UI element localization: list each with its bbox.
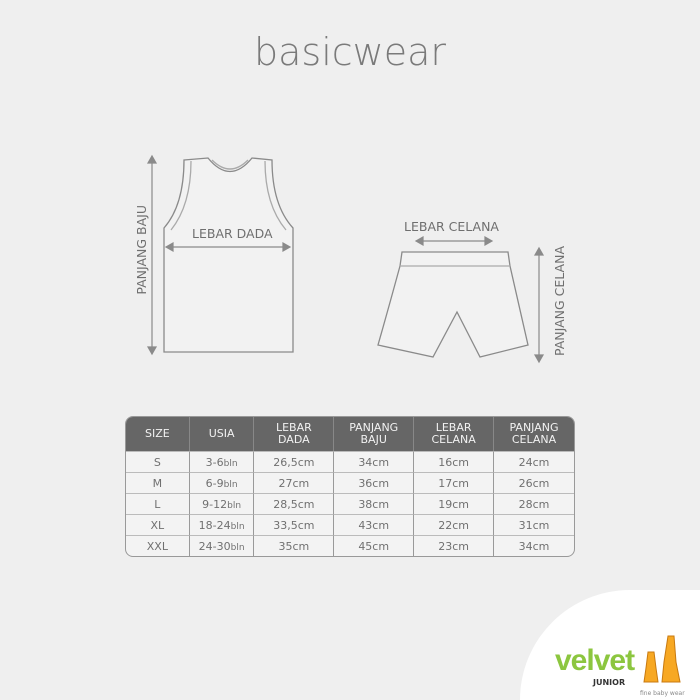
size-chart-table: SIZE USIA LEBAR DADA PANJANG BAJU LEBAR CELANA P…: [125, 416, 575, 557]
table-cell: 26cm: [493, 472, 574, 493]
column-header: PANJANG BAJU: [333, 417, 414, 451]
header-line: USIA: [208, 427, 235, 440]
table-cell: 17cm: [413, 472, 494, 493]
table-cell: L: [126, 493, 189, 514]
table-cell: 33,5cm: [253, 514, 334, 535]
table-cell: XXL: [126, 535, 189, 556]
label-lebar-dada: LEBAR DADA: [192, 226, 273, 241]
header-line: CELANA: [511, 433, 557, 446]
table-cell: 45cm: [333, 535, 414, 556]
table-row: M 6-9bln 27cm 36cm 17cm 26cm: [126, 472, 574, 493]
header-line: LEBAR: [275, 421, 312, 434]
table-row: S 3-6bln 26,5cm 34cm 16cm 24cm: [126, 451, 574, 472]
brand-tagline: fine baby wear: [640, 690, 685, 697]
label-lebar-celana: LEBAR CELANA: [404, 219, 499, 234]
table-row: XL 18-24bln 33,5cm 43cm 22cm 31cm: [126, 514, 574, 535]
column-header: SIZE: [126, 417, 189, 451]
table-cell: 24-30bln: [188, 535, 254, 556]
column-header: LEBAR CELANA: [413, 417, 494, 451]
table-cell: 36cm: [333, 472, 414, 493]
shorts-drawing: [377, 251, 529, 358]
table-cell: 23cm: [413, 535, 494, 556]
singlet-drawing: [163, 157, 294, 353]
label-panjang-celana: PANJANG CELANA: [552, 246, 567, 356]
header-line: BAJU: [360, 433, 387, 446]
table-cell: 26,5cm: [253, 451, 334, 472]
column-header: LEBAR DADA: [253, 417, 334, 451]
header-line: PANJANG: [349, 421, 399, 434]
table-cell: 22cm: [413, 514, 494, 535]
table-cell: 27cm: [253, 472, 334, 493]
header-line: LEBAR: [435, 421, 472, 434]
page-title: basicwear: [253, 30, 447, 74]
column-header: USIA: [188, 417, 254, 451]
table-cell: 19cm: [413, 493, 494, 514]
table-row: L 9-12bln 28,5cm 38cm 19cm 28cm: [126, 493, 574, 514]
header-line: CELANA: [431, 433, 476, 446]
header-line: DADA: [278, 433, 310, 446]
table-cell: 38cm: [333, 493, 414, 514]
table-cell: 16cm: [413, 451, 494, 472]
giraffe-icon: [643, 635, 681, 683]
table-cell: M: [126, 472, 189, 493]
header-line: SIZE: [144, 427, 170, 440]
table-cell: 28,5cm: [253, 493, 334, 514]
column-header: PANJANG CELANA: [493, 417, 574, 451]
table-cell: 24cm: [493, 451, 574, 472]
brand-sub: JUNIOR: [593, 678, 626, 687]
table-cell: XL: [126, 514, 189, 535]
table-cell: 43cm: [333, 514, 414, 535]
brand-logo: velvet: [555, 644, 635, 677]
table-cell: 34cm: [493, 535, 574, 556]
table-cell: 18-24bln: [188, 514, 254, 535]
dimension-arrows: [146, 154, 545, 364]
table-cell: 35cm: [253, 535, 334, 556]
table-cell: 9-12bln: [188, 493, 254, 514]
table-cell: 6-9bln: [188, 472, 254, 493]
garment-diagram: [146, 154, 545, 364]
table-cell: S: [126, 451, 189, 472]
table-cell: 3-6bln: [188, 451, 254, 472]
header-line: PANJANG: [509, 421, 559, 434]
table-cell: 31cm: [493, 514, 574, 535]
table-row: XXL 24-30bln 35cm 45cm 23cm 34cm: [126, 535, 574, 556]
table-cell: 28cm: [493, 493, 574, 514]
label-panjang-baju: PANJANG BAJU: [134, 205, 149, 295]
table-cell: 34cm: [333, 451, 414, 472]
